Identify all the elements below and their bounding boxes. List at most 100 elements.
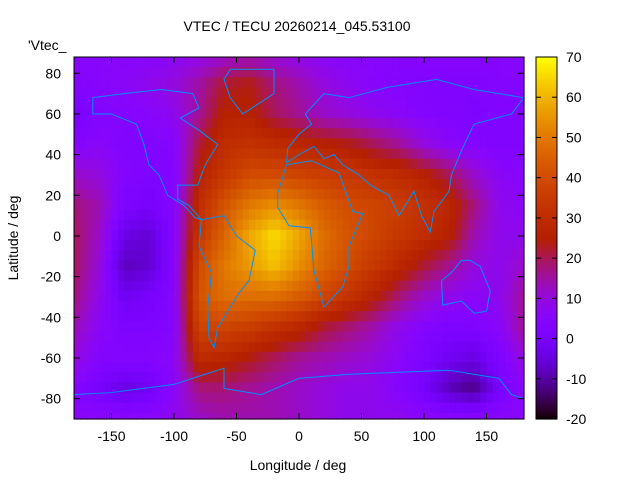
heatmap-cell <box>99 128 106 139</box>
heatmap-cell <box>499 57 506 68</box>
heatmap-cell <box>205 402 213 414</box>
heatmap-cell <box>349 321 356 333</box>
heatmap-cell <box>186 77 194 89</box>
heatmap-cell <box>142 412 150 420</box>
colorbar-tick-label: 50 <box>566 129 582 145</box>
heatmap-cell <box>99 97 106 109</box>
heatmap-cell <box>430 57 438 68</box>
heatmap-cell <box>99 402 106 414</box>
heatmap-cell <box>505 412 513 420</box>
heatmap-cell <box>155 362 163 373</box>
heatmap-cell <box>486 260 494 272</box>
heatmap-cell <box>299 331 306 343</box>
heatmap-cell <box>280 270 288 282</box>
heatmap-cell <box>317 392 325 404</box>
heatmap-cell <box>411 107 419 119</box>
heatmap-cell <box>317 260 325 272</box>
heatmap-cell <box>92 219 100 231</box>
heatmap-cell <box>499 402 506 414</box>
heatmap-cell <box>261 351 269 363</box>
heatmap-cell <box>149 77 156 89</box>
heatmap-cell <box>342 341 350 353</box>
colorbar-frame <box>535 56 558 420</box>
heatmap-cell <box>399 209 406 221</box>
heatmap-cell <box>105 382 113 394</box>
heatmap-cell <box>255 128 263 139</box>
heatmap-cell <box>86 97 94 109</box>
heatmap-cell <box>480 107 488 119</box>
heatmap-cell <box>211 67 219 78</box>
heatmap-cell <box>174 97 181 109</box>
heatmap-cell <box>505 87 513 99</box>
heatmap-cell <box>330 219 338 231</box>
heatmap-cell <box>424 168 431 180</box>
heatmap-cell <box>342 179 350 190</box>
heatmap-cell <box>230 87 238 99</box>
heatmap-cell <box>355 57 363 68</box>
heatmap-cell <box>230 67 238 78</box>
heatmap-cell <box>274 250 281 261</box>
heatmap-cell <box>449 250 456 261</box>
heatmap-cell <box>111 311 119 322</box>
heatmap-cell <box>136 67 144 78</box>
heatmap-cell <box>199 158 206 170</box>
heatmap-cell <box>149 209 156 221</box>
heatmap-cell <box>267 402 275 414</box>
heatmap-cell <box>274 412 281 420</box>
heatmap-cell <box>174 351 181 363</box>
heatmap-cell <box>449 158 456 170</box>
heatmap-cell <box>436 351 444 363</box>
heatmap-cell <box>167 107 175 119</box>
heatmap-cell <box>261 128 269 139</box>
heatmap-cell <box>142 270 150 282</box>
heatmap-cell <box>92 270 100 282</box>
heatmap-cell <box>330 179 338 190</box>
heatmap-cell <box>392 321 400 333</box>
heatmap-cell <box>211 402 219 414</box>
heatmap-cell <box>236 189 244 200</box>
heatmap-cell <box>224 199 231 211</box>
heatmap-cell <box>505 158 513 170</box>
heatmap-cell <box>111 321 119 333</box>
heatmap-cell <box>236 341 244 353</box>
heatmap-cell <box>499 128 506 139</box>
heatmap-cell <box>192 351 200 363</box>
colorbar-segment <box>536 217 557 220</box>
heatmap-cell <box>286 107 294 119</box>
heatmap-cell <box>342 138 350 150</box>
heatmap-cell <box>517 331 525 343</box>
heatmap-cell <box>74 179 81 190</box>
heatmap-cell <box>449 67 456 78</box>
heatmap-cell <box>324 372 331 383</box>
heatmap-cell <box>330 118 338 129</box>
heatmap-cell <box>249 270 256 282</box>
heatmap-cell <box>417 179 425 190</box>
heatmap-cell <box>74 290 81 302</box>
colorbar-segment <box>536 297 557 300</box>
heatmap-cell <box>374 67 381 78</box>
heatmap-cell <box>411 280 419 292</box>
heatmap-cell <box>167 412 175 420</box>
heatmap-cell <box>311 148 319 160</box>
heatmap-cell <box>236 331 244 343</box>
heatmap-cell <box>492 77 500 89</box>
colorbar-segment <box>536 201 557 204</box>
heatmap-cell <box>167 362 175 373</box>
heatmap-cell <box>274 158 281 170</box>
heatmap-cell <box>217 128 225 139</box>
heatmap-cell <box>517 229 525 241</box>
heatmap-cell <box>86 402 94 414</box>
heatmap-cell <box>111 402 119 414</box>
heatmap-cell <box>186 331 194 343</box>
heatmap-cell <box>292 158 300 170</box>
heatmap-cell <box>136 331 144 343</box>
heatmap-cell <box>311 240 319 251</box>
heatmap-cell <box>92 118 100 129</box>
heatmap-cell <box>342 240 350 251</box>
heatmap-cell <box>417 260 425 272</box>
heatmap-cell <box>99 179 106 190</box>
heatmap-cell <box>411 412 419 420</box>
heatmap-cell <box>311 209 319 221</box>
heatmap-cell <box>392 341 400 353</box>
